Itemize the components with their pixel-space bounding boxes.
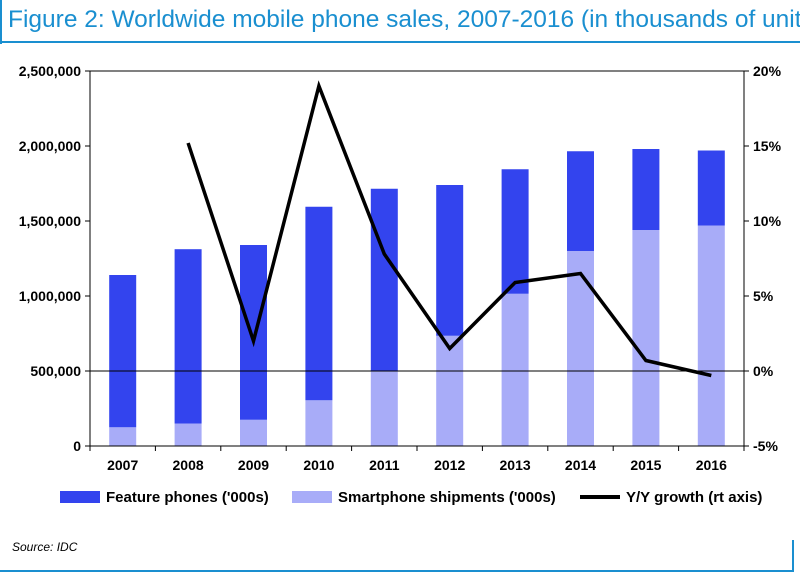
- legend-line-growth: [580, 495, 620, 499]
- bar-smartphone-2012: [436, 335, 464, 446]
- y-tick-label: 0: [73, 438, 81, 454]
- title-rule: [0, 41, 800, 43]
- bar-smartphone-2007: [109, 427, 137, 446]
- bar-smartphone-2014: [567, 251, 594, 446]
- x-tick-label: 2009: [238, 457, 269, 473]
- y2-tick-label: -5%: [753, 438, 778, 454]
- y2-tick-label: 5%: [753, 288, 774, 304]
- legend-label-growth: Y/Y growth (rt axis): [626, 488, 763, 506]
- x-tick-label: 2015: [630, 457, 661, 473]
- y2-tick-label: 15%: [753, 138, 782, 154]
- legend-swatch-smartphone: [292, 491, 332, 503]
- x-tick-label: 2010: [303, 457, 334, 473]
- bar-smartphone-2009: [240, 419, 267, 446]
- x-tick-label: 2016: [696, 457, 727, 473]
- bar-feature-2013: [501, 169, 529, 294]
- bar-feature-2010: [305, 206, 333, 401]
- y-tick-label: 1,500,000: [19, 213, 81, 229]
- y-tick-label: 2,000,000: [19, 138, 81, 154]
- legend-label-smartphone: Smartphone shipments ('000s): [338, 488, 556, 506]
- legend-label-feature: Feature phones ('000s): [106, 488, 269, 506]
- bar-smartphone-2015: [632, 230, 660, 446]
- bar-feature-2012: [436, 185, 464, 336]
- bar-feature-2015: [632, 149, 660, 230]
- bar-feature-2011: [370, 188, 398, 371]
- chart-svg: 0 500,000 1,000,000 1,500,000 2,000,000 2,500…: [19, 63, 782, 473]
- bar-feature-2016: [697, 150, 725, 226]
- bar-smartphone-2010: [305, 400, 333, 446]
- legend-item-feature: Feature phones ('000s): [60, 484, 269, 510]
- legend-item-smartphone: Smartphone shipments ('000s): [292, 484, 556, 510]
- frame-right-border: [792, 540, 794, 570]
- bar-smartphone-2013: [501, 293, 529, 446]
- x-tick-label: 2013: [500, 457, 531, 473]
- frame-left-border: [0, 0, 2, 44]
- bar-smartphone-2011: [370, 371, 398, 446]
- y2-tick-label: 0%: [753, 363, 774, 379]
- y2-tick-label: 10%: [753, 213, 782, 229]
- bar-smartphone-2008: [174, 423, 202, 446]
- bar-smartphone-2016: [697, 225, 725, 446]
- bar-feature-2009: [240, 245, 267, 420]
- y-tick-label: 1,000,000: [19, 288, 81, 304]
- x-tick-label: 2008: [173, 457, 204, 473]
- source-note: Source: IDC: [12, 540, 78, 554]
- bar-feature-2007: [109, 275, 137, 428]
- legend-item-growth: Y/Y growth (rt axis): [580, 484, 762, 510]
- legend-swatch-feature: [60, 491, 100, 503]
- growth-line: [186, 80, 712, 378]
- x-tick-label: 2014: [565, 457, 596, 473]
- x-tick-label: 2012: [434, 457, 465, 473]
- x-tick-label: 2011: [369, 457, 400, 473]
- y2-tick-label: 20%: [753, 63, 782, 79]
- bar-feature-2014: [567, 151, 594, 251]
- x-tick-label: 2007: [107, 457, 138, 473]
- y-tick-label: 2,500,000: [19, 63, 81, 79]
- frame-bottom-border: [0, 570, 794, 572]
- y-tick-label: 500,000: [30, 363, 81, 379]
- chart-title: Figure 2: Worldwide mobile phone sales, …: [8, 6, 800, 33]
- bar-feature-2008: [174, 249, 202, 424]
